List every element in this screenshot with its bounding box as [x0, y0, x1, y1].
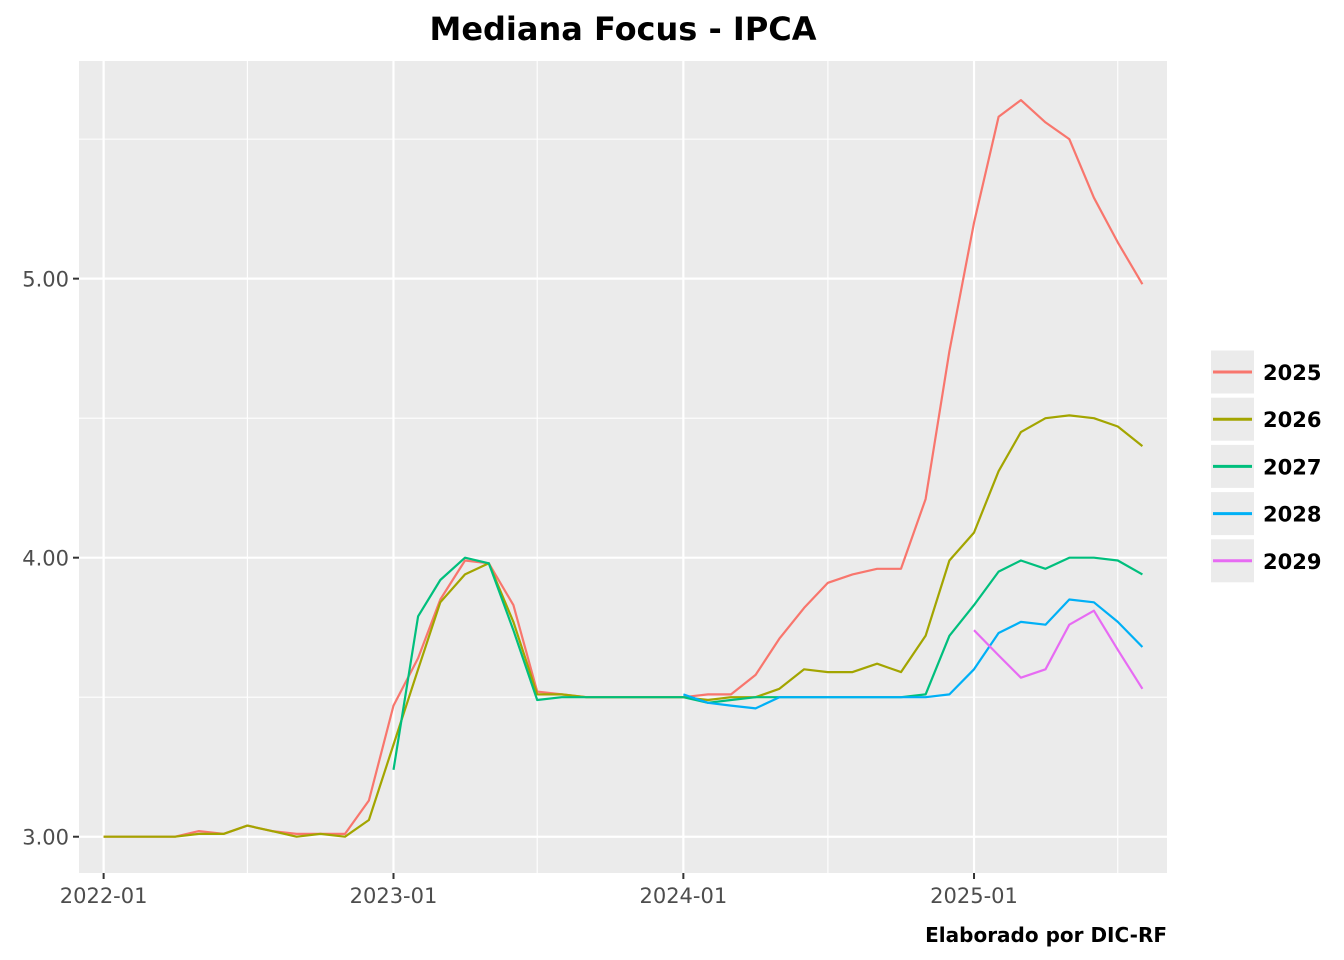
- chart-caption: Elaborado por DIC-RF: [925, 923, 1167, 947]
- legend-label: 2026: [1263, 408, 1321, 432]
- legend: 2025 2026 2027 2028 2029: [1211, 350, 1321, 583]
- grid-minor: [79, 61, 1167, 873]
- series-line: [392, 556, 684, 770]
- series-line: [973, 609, 1144, 690]
- x-tick-label: 2025-01: [930, 884, 1018, 908]
- x-axis: 2022-01 2023-01 2024-01 2025-01: [60, 873, 1018, 908]
- legend-label: 2027: [1263, 455, 1321, 479]
- series-line: [683, 556, 1143, 704]
- y-axis: 3.00 4.00 5.00: [22, 268, 79, 850]
- grid-major: [79, 61, 1167, 873]
- legend-label: 2025: [1263, 361, 1321, 385]
- series-line: [683, 98, 1144, 699]
- series-lines: [103, 98, 1144, 838]
- legend-label: 2029: [1263, 550, 1321, 574]
- x-tick-label: 2023-01: [350, 884, 438, 908]
- x-tick-label: 2024-01: [639, 884, 727, 908]
- y-tick-label: 4.00: [22, 547, 69, 571]
- series-line: [683, 414, 1144, 702]
- y-tick-label: 3.00: [22, 826, 69, 850]
- y-tick-label: 5.00: [22, 268, 69, 292]
- chart-title: Mediana Focus - IPCA: [429, 10, 816, 48]
- legend-label: 2028: [1263, 503, 1321, 527]
- series-line: [683, 598, 1144, 710]
- plot-panel: [79, 61, 1167, 873]
- x-tick-label: 2022-01: [60, 884, 148, 908]
